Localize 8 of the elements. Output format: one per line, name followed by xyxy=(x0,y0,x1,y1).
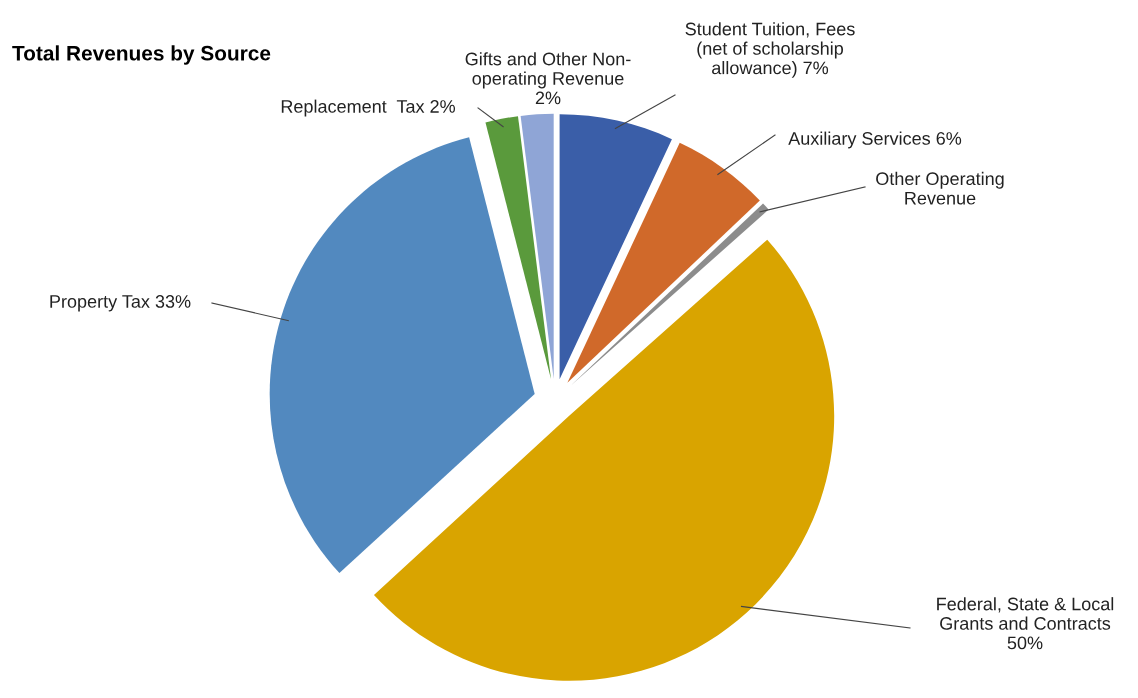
slice-label: Property Tax 33% xyxy=(50,295,191,312)
slice-label: Gifts and Other Non- operating Revenue 2% xyxy=(465,52,631,105)
slice-label: Other Operating Revenue xyxy=(876,171,1004,205)
slice-label: Student Tuition, Fees (net of scholarship allowance) 7% xyxy=(685,22,855,78)
slice-label: Replacement Tax 2% xyxy=(281,99,456,117)
text: Total Revenues by Source xyxy=(12,45,271,65)
slice-label: Federal, State & Local Grants and Contracts 50% xyxy=(937,597,1114,650)
slice-label: Auxiliary Services 6% xyxy=(788,131,962,149)
